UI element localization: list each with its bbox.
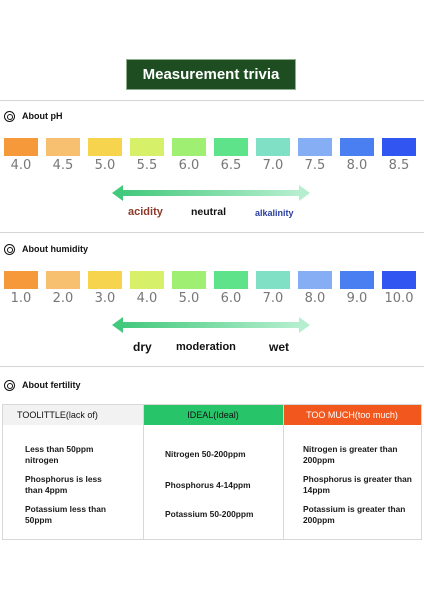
neutral-label: neutral [191,206,227,218]
too-little-nitrogen: Less than 50ppm nitrogen [25,444,94,465]
ph-tick-label: 6.5 [220,158,242,173]
too-much-nitrogen: Nitrogen is greater than 200ppm [303,444,398,465]
circle-target-icon [4,243,15,255]
ph-tick-label: 5.5 [136,158,158,173]
humidity-swatch [4,271,38,289]
humidity-swatch [88,271,122,289]
humidity-tick-label: 6.0 [220,291,242,306]
humidity-swatch [130,271,164,289]
column-divider [283,405,284,540]
humidity-tick-label: 8.0 [304,291,326,306]
humidity-scale-labels: dry moderation wet [0,340,424,356]
column-header-too-little: TOOLITTLE(lack of) [3,405,143,425]
humidity-swatch [172,271,206,289]
too-much-phosphorus: Phosphorus is greater than 14ppm [303,474,412,495]
humidity-color-scale [0,271,424,291]
ph-tick-label: 7.0 [262,158,284,173]
ph-swatch [88,138,122,156]
circle-target-icon [4,379,15,391]
divider [0,366,424,367]
ph-color-scale [0,138,424,158]
humidity-section-heading: About humidity [4,239,88,259]
too-much-potassium: Potassium is greater than 200ppm [303,504,406,525]
divider [0,232,424,233]
ph-swatch [4,138,38,156]
humidity-value-labels: 1.0 2.0 3.0 4.0 5.0 6.0 7.0 8.0 9.0 10.0 [0,291,424,307]
ph-swatch [382,138,416,156]
ph-swatch [172,138,206,156]
ph-tick-label: 4.5 [52,158,74,173]
ph-swatch [130,138,164,156]
humidity-swatch [46,271,80,289]
ph-swatch [256,138,290,156]
divider [0,100,424,101]
moderation-label: moderation [176,341,236,353]
humidity-tick-label: 1.0 [10,291,32,306]
humidity-tick-label: 9.0 [346,291,368,306]
humidity-tick-label: 3.0 [94,291,116,306]
ideal-phosphorus: Phosphorus 4-14ppm [165,480,251,490]
ph-tick-label: 8.0 [346,158,368,173]
ph-heading-label: About pH [22,111,63,121]
double-arrow-icon [112,317,310,333]
column-header-too-much: TOO MUCH(too much) [283,405,421,425]
ph-section-heading: About pH [4,106,63,126]
too-little-phosphorus: Phosphorus is less than 4ppm [25,474,102,495]
wet-label: wet [269,340,290,354]
ph-tick-label: 7.5 [304,158,326,173]
too-little-potassium: Potassium less than 50ppm [25,504,106,525]
fertility-heading-label: About fertility [22,380,81,390]
humidity-swatch [340,271,374,289]
ph-tick-label: 6.0 [178,158,200,173]
ph-swatch [214,138,248,156]
ph-swatch [46,138,80,156]
too-much-column: Nitrogen is greater than 200ppm Phosphor… [283,425,421,540]
humidity-swatch [382,271,416,289]
ph-tick-label: 4.0 [10,158,32,173]
column-divider [143,405,144,540]
humidity-tick-label: 7.0 [262,291,284,306]
circle-target-icon [4,110,15,122]
fertility-section-heading: About fertility [4,375,81,395]
alkalinity-label: alkalinity [255,208,294,218]
dry-label: dry [133,340,152,354]
humidity-tick-label: 5.0 [178,291,200,306]
acidity-label: acidity [128,206,163,218]
fertility-table: TOOLITTLE(lack of) IDEAL(Ideal) TOO MUCH… [2,404,422,540]
humidity-swatch [298,271,332,289]
ideal-potassium: Potassium 50-200ppm [165,509,254,519]
humidity-tick-label: 2.0 [52,291,74,306]
ph-tick-label: 5.0 [94,158,116,173]
humidity-swatch [256,271,290,289]
ideal-nitrogen: Nitrogen 50-200ppm [165,449,246,459]
too-little-column: Less than 50ppm nitrogen Phosphorus is l… [3,425,143,540]
ph-swatch [298,138,332,156]
humidity-swatch [214,271,248,289]
ph-tick-label: 8.5 [388,158,410,173]
ideal-column: Nitrogen 50-200ppm Phosphorus 4-14ppm Po… [143,425,283,540]
ph-scale-labels: acidity neutral alkalinity [0,206,424,222]
humidity-tick-label: 4.0 [136,291,158,306]
page-title: Measurement trivia [126,59,296,90]
ph-value-labels: 4.0 4.5 5.0 5.5 6.0 6.5 7.0 7.5 8.0 8.5 [0,158,424,174]
humidity-tick-label: 10.0 [384,291,414,306]
double-arrow-icon [112,185,310,201]
column-header-ideal: IDEAL(Ideal) [143,405,283,425]
ph-swatch [340,138,374,156]
humidity-heading-label: About humidity [22,244,88,254]
